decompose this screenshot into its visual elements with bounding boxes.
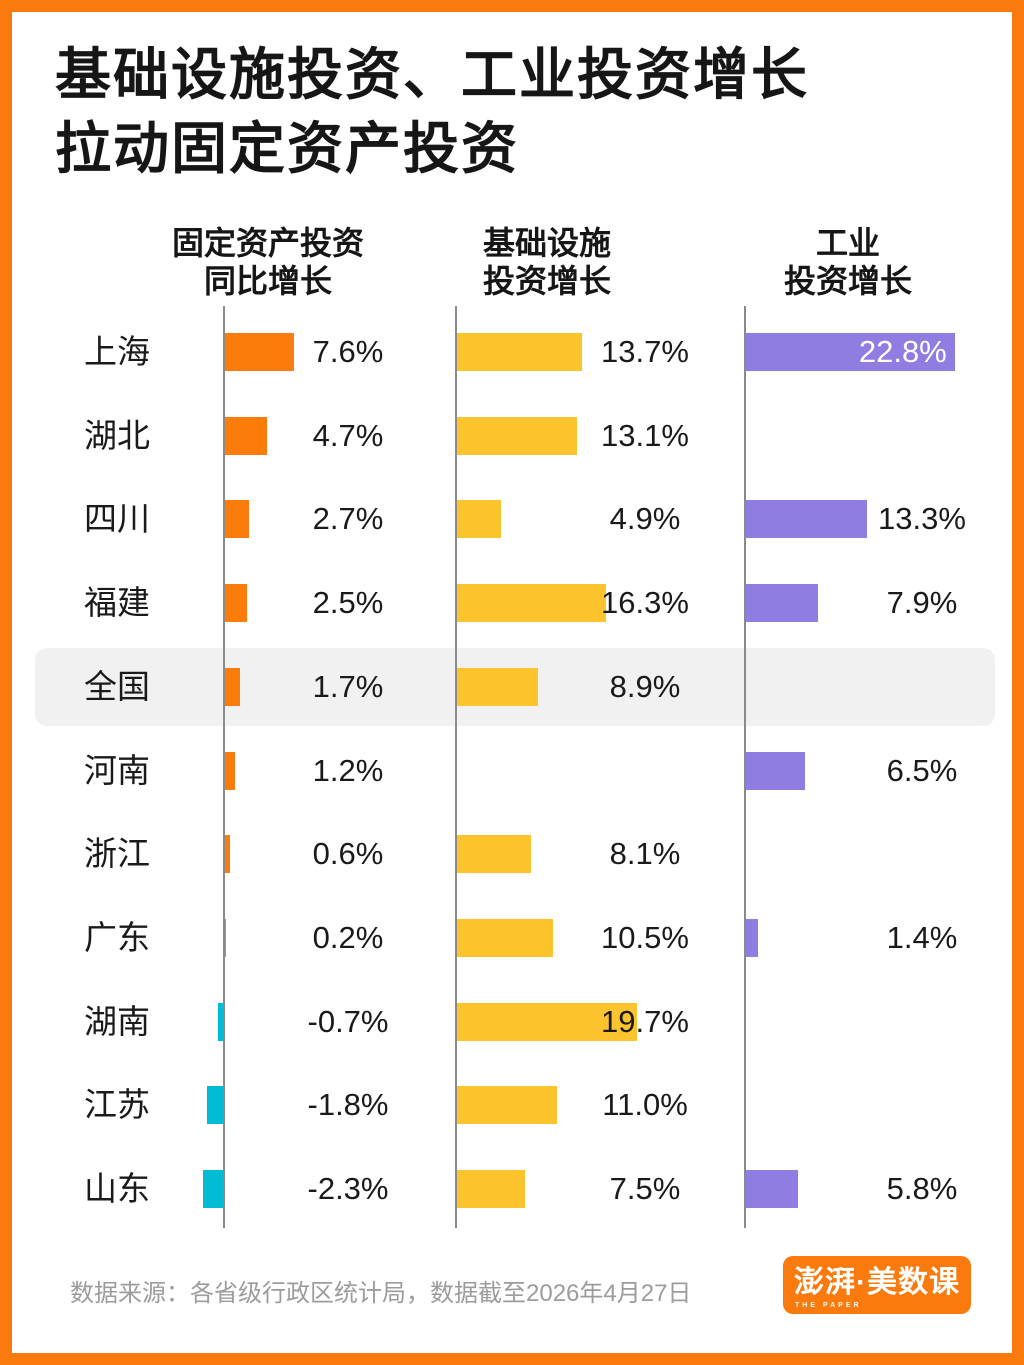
category-label: 江苏 — [84, 1086, 150, 1124]
value-label-col2-row1: 13.7% — [601, 334, 689, 369]
bar-col2-row4 — [456, 584, 606, 623]
value-label-col1-row8: 0.2% — [312, 919, 384, 955]
category-label: 湖北 — [84, 416, 150, 454]
bar-col2-row5 — [456, 667, 538, 706]
value-label-col1-row3: 2.7% — [312, 501, 384, 537]
value-label-col2-row10: 11.0% — [602, 1087, 688, 1123]
bar-col2-row7 — [456, 835, 531, 874]
page-title: 基础设施投资、工业投资增长 拉动固定资产投资 — [55, 38, 809, 186]
bar-col1-row5 — [224, 667, 240, 706]
category-label: 河南 — [84, 751, 150, 789]
value-label-col1-row1: 7.6% — [312, 334, 384, 369]
value-label-col2-row8: 10.5% — [601, 919, 689, 955]
value-label-col1-row7: 0.6% — [312, 836, 384, 872]
bar-col1-row4 — [224, 584, 247, 623]
bar-col3-row4 — [745, 584, 818, 623]
column-header-fixed-asset-line2: 同比增长 — [203, 263, 332, 299]
category-label: 浙江 — [84, 835, 150, 873]
axis-line-col3 — [744, 306, 746, 1228]
value-label-col1-row5: 1.7% — [312, 668, 384, 704]
value-label-col2-row5: 8.9% — [609, 668, 681, 704]
bar-col1-row6 — [224, 751, 236, 790]
value-label-col3-row11: 5.8% — [886, 1171, 958, 1206]
value-label-col3-row1: 22.8% — [858, 334, 947, 369]
bar-col3-row8 — [745, 918, 758, 957]
bar-col2-row2 — [456, 416, 577, 455]
bar-col3-row11 — [745, 1170, 799, 1208]
column-header-fixed-asset-line1: 固定资产投资 — [171, 225, 364, 261]
category-label: 四川 — [84, 500, 150, 538]
bar-col3-row3 — [745, 500, 868, 539]
value-label-col1-row6: 1.2% — [312, 752, 384, 788]
category-label: 山东 — [84, 1170, 150, 1207]
bar-col3-row1 — [745, 333, 955, 371]
value-label-col1-row9: -0.7% — [307, 1003, 389, 1039]
column-header-industry-line1: 工业 — [815, 225, 880, 261]
value-label-col2-row9: 19.7% — [601, 1003, 689, 1039]
bar-col1-row1 — [224, 333, 294, 371]
column-header-fixed-asset: 固定资产投资 同比增长 — [118, 224, 418, 300]
bar-col2-row9 — [456, 1002, 638, 1041]
publisher-logo: 澎湃·美数课 THE PAPER — [783, 1256, 971, 1314]
value-label-col3-row6: 6.5% — [886, 752, 958, 788]
value-label-col2-row7: 8.1% — [609, 836, 681, 872]
value-label-col2-row3: 4.9% — [609, 501, 681, 537]
value-label-col3-row4: 7.9% — [886, 585, 958, 621]
value-label-col1-row10: -1.8% — [307, 1087, 389, 1123]
page-title-line1: 基础设施投资、工业投资增长 — [55, 43, 809, 106]
bar-col3-row6 — [745, 751, 805, 790]
category-label: 福建 — [84, 584, 150, 622]
data-source-note: 数据来源：各省级行政区统计局，数据截至2026年4月27日 — [70, 1280, 692, 1307]
page-title-line2: 拉动固定资产投资 — [55, 117, 519, 180]
publisher-logo-subtext: THE PAPER — [795, 1302, 862, 1309]
column-header-infrastructure-line2: 投资增长 — [482, 263, 611, 299]
category-label: 上海 — [84, 333, 150, 370]
column-header-industry: 工业 投资增长 — [698, 224, 998, 300]
bar-col1-row11 — [202, 1170, 224, 1208]
value-label-col2-row4: 16.3% — [601, 585, 689, 621]
axis-line-col1 — [223, 306, 225, 1228]
bar-col2-row1 — [456, 333, 583, 371]
bar-col1-row9 — [217, 1002, 224, 1041]
value-label-col1-row4: 2.5% — [312, 585, 384, 621]
bar-col2-row11 — [456, 1170, 525, 1208]
value-label-col3-row3: 13.3% — [878, 501, 966, 537]
column-header-infrastructure-line1: 基础设施 — [482, 225, 611, 261]
bar-col2-row3 — [456, 500, 502, 539]
bar-col1-row3 — [224, 500, 249, 539]
value-label-col2-row11: 7.5% — [609, 1171, 681, 1206]
value-label-col1-row2: 4.7% — [312, 417, 384, 453]
category-label: 广东 — [84, 918, 150, 956]
column-header-infrastructure: 基础设施 投资增长 — [397, 224, 697, 300]
category-label: 湖南 — [84, 1002, 150, 1040]
bar-col1-row2 — [224, 416, 268, 455]
bar-col1-row10 — [207, 1086, 224, 1125]
bar-col1-row7 — [224, 835, 230, 874]
publisher-logo-text: 澎湃·美数课 — [794, 1266, 960, 1299]
bar-col2-row10 — [456, 1086, 558, 1125]
category-label: 全国 — [84, 667, 150, 705]
bar-col2-row8 — [456, 918, 553, 957]
axis-line-col2 — [455, 306, 457, 1228]
column-header-industry-line2: 投资增长 — [783, 263, 912, 299]
value-label-col3-row8: 1.4% — [886, 919, 958, 955]
value-label-col2-row2: 13.1% — [601, 417, 689, 453]
value-label-col1-row11: -2.3% — [307, 1171, 389, 1206]
